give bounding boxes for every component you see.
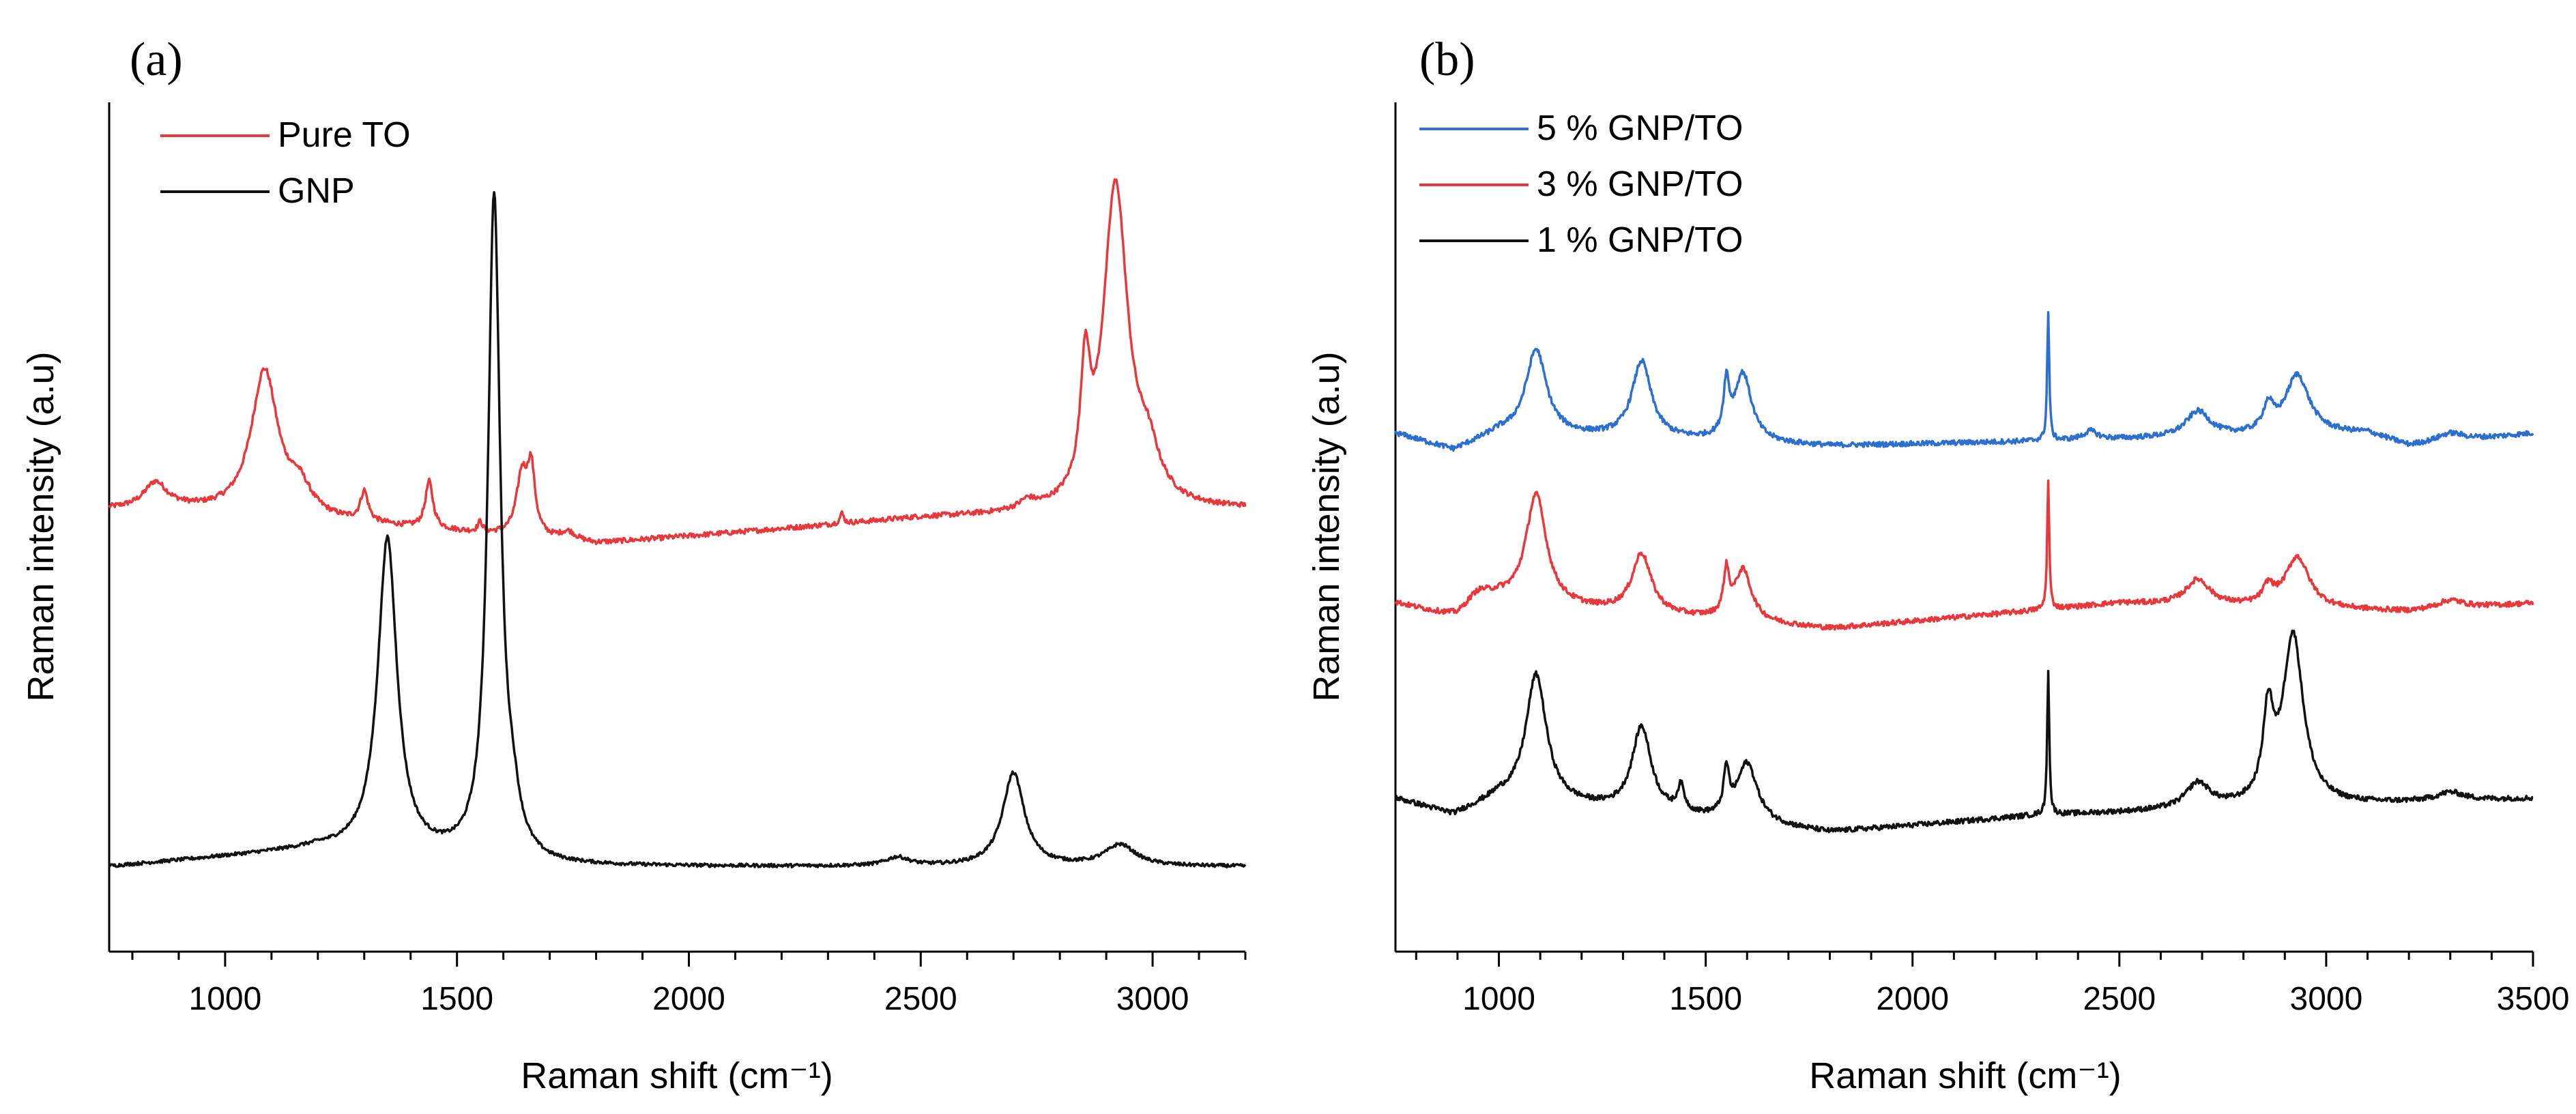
- series-line-pure-to: [108, 178, 1247, 546]
- legend-label: 5 % GNP/TO: [1537, 108, 1743, 148]
- x-tick-label: 2500: [884, 981, 957, 1017]
- x-tick-label: 3500: [2497, 981, 2570, 1017]
- x-ticks-b: 1000 1500 2000 2500 3000 3500: [1415, 952, 2570, 1017]
- x-tick-label: 2000: [652, 981, 725, 1017]
- x-tick-label: 2000: [1876, 981, 1949, 1017]
- x-tick-label: 2500: [2083, 981, 2156, 1017]
- series-line-gnp: [108, 191, 1247, 869]
- chart-b: (b) 1000 1500 2000 2500 3000 3500 5 % GNP/TO 3…: [1306, 33, 2569, 1096]
- legend-a: Pure TO GNP: [160, 115, 411, 211]
- x-tick-label: 1500: [420, 981, 493, 1017]
- x-tick-label: 3000: [2290, 981, 2363, 1017]
- legend-label: 3 % GNP/TO: [1537, 164, 1743, 204]
- series-group-b: [1394, 311, 2534, 834]
- y-axis-title-b: Raman intensity (a.u): [1306, 351, 1347, 701]
- chart-a: (a) 1000 1500 2000 2500 3000 Pure TO GNP Rama…: [20, 33, 1247, 1096]
- x-axis-title-b: Raman shift (cm⁻¹): [1809, 1055, 2122, 1096]
- series-line-3-gnp-to: [1394, 479, 2534, 631]
- x-tick-label: 1500: [1669, 981, 1742, 1017]
- x-tick-label: 1000: [1462, 981, 1535, 1017]
- legend-label: Pure TO: [278, 115, 411, 155]
- legend-label: 1 % GNP/TO: [1537, 220, 1743, 260]
- legend-b: 5 % GNP/TO 3 % GNP/TO 1 % GNP/TO: [1419, 108, 1743, 260]
- y-axis-title-a: Raman intensity (a.u): [20, 351, 61, 701]
- x-ticks-a: 1000 1500 2000 2500 3000: [131, 952, 1247, 1017]
- panel-label-b: (b): [1419, 33, 1475, 86]
- legend-label: GNP: [278, 171, 355, 211]
- panel-label-a: (a): [130, 33, 183, 86]
- series-line-1-gnp-to: [1395, 629, 2534, 834]
- series-group-a: [108, 178, 1247, 869]
- x-tick-label: 3000: [1116, 981, 1189, 1017]
- series-line-5-gnp-to: [1394, 311, 2534, 452]
- x-axis-title-a: Raman shift (cm⁻¹): [521, 1055, 833, 1096]
- x-tick-label: 1000: [189, 981, 262, 1017]
